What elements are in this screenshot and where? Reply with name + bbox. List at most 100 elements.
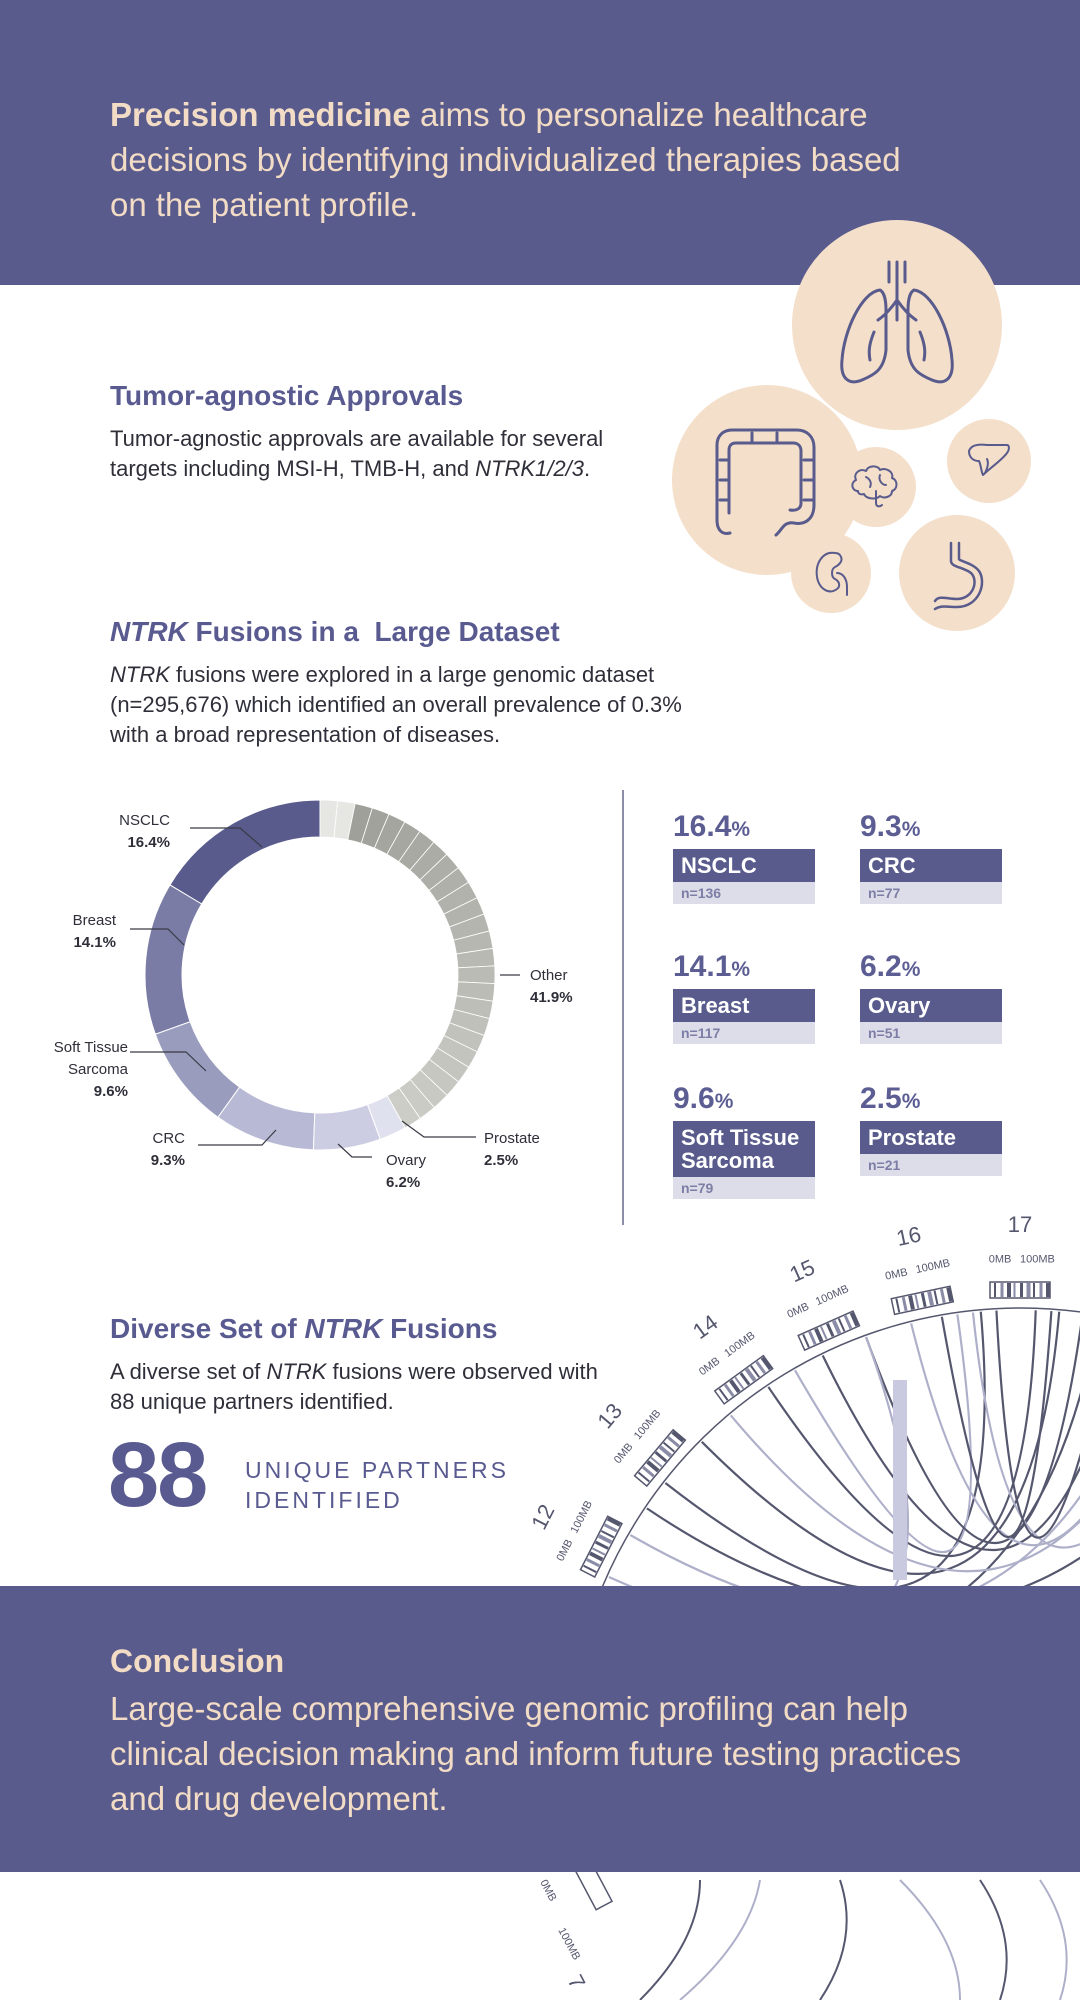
- tick-100mb: 100MB: [632, 1408, 664, 1442]
- chromosome-band-stripe: [650, 1456, 663, 1468]
- chromosome-band-stripe: [658, 1445, 673, 1458]
- chromosome-band-stripe: [744, 1367, 757, 1382]
- chromosome-band-stripe: [594, 1540, 609, 1550]
- donut-svg: NSCLC 16.4% Breast 14.1% Soft Tissue Sar…: [54, 799, 573, 1191]
- tick-100mb: 100MB: [722, 1330, 757, 1360]
- chromosome-band-stripe: [814, 1327, 824, 1343]
- fusion-link-bundle: [893, 1380, 907, 1580]
- stat-n: n=79: [673, 1177, 815, 1199]
- diverse-title-text: Diverse Set of: [110, 1313, 305, 1344]
- chromosome-band-stripe: [1046, 1283, 1050, 1297]
- tick-0mb: 0MB: [785, 1301, 811, 1321]
- donut-slice-prostate: [366, 1094, 406, 1140]
- stat-value: 14.1: [673, 950, 732, 983]
- tick-100mb: 100MB: [814, 1283, 851, 1308]
- chromosome-band-stripe: [908, 1295, 915, 1310]
- leader-prostate: [401, 1120, 476, 1138]
- chromosome-band-stripe: [1013, 1283, 1016, 1297]
- kidney-circle: [791, 533, 871, 613]
- chromosome-band-stripe: [802, 1334, 810, 1348]
- diverse-title: Diverse Set of NTRK Fusions: [110, 1313, 497, 1345]
- brain-icon: [851, 465, 898, 508]
- chromosome-band-stripe: [592, 1547, 606, 1556]
- donut-slice-breast: [144, 884, 203, 1035]
- stat-n: n=136: [673, 882, 815, 904]
- intro-rest: aims to personalize healthcare decisions…: [110, 96, 901, 223]
- chromosome-band-stripe: [646, 1460, 660, 1473]
- fusion-link: [979, 1879, 1008, 2000]
- approvals-body-end: .: [584, 456, 591, 481]
- chromosome-band-stripe: [825, 1323, 835, 1338]
- tick-0mb: 0MB: [989, 1253, 1012, 1265]
- chromosome-band-stripe: [946, 1287, 954, 1302]
- fusion-link: [899, 1879, 961, 2000]
- chromosome-band-stripe: [837, 1318, 846, 1332]
- lungs-circle: [792, 220, 1002, 430]
- fusion-link: [664, 1311, 986, 1590]
- stat-name: Breast: [673, 989, 815, 1022]
- diverse-body-gene: NTRK: [266, 1359, 327, 1384]
- stat-name: CRC: [860, 849, 1002, 882]
- stat-unit: %: [901, 958, 921, 981]
- tick-100mb: 100MB: [555, 1926, 582, 1962]
- stomach-icon: [933, 541, 984, 611]
- diverse-body-end: fusions were observed with 88 unique par…: [110, 1359, 598, 1414]
- chromosome-band-stripe: [637, 1471, 650, 1483]
- chromosome-band-stripe: [901, 1296, 908, 1312]
- leader-crc: [198, 1129, 277, 1146]
- fusion-link: [995, 1310, 1080, 1539]
- tick-100mb: 100MB: [1020, 1253, 1055, 1265]
- chromosome-band-stripe: [933, 1290, 939, 1305]
- tick-0mb: 0MB: [612, 1441, 636, 1466]
- label-sts-name2: Sarcoma: [68, 1061, 129, 1078]
- chromosome-band-stripe: [1000, 1283, 1004, 1297]
- stat-unit: %: [714, 1090, 734, 1113]
- label-nsclc-name: NSCLC: [119, 812, 170, 829]
- stat-card-breast: 14.1% Breast n=117: [673, 950, 815, 1044]
- chromosome-label: 7: [563, 1971, 591, 1994]
- chart-divider: [622, 790, 624, 1225]
- partners-label: UNIQUE PARTNERS IDENTIFIED: [245, 1455, 509, 1515]
- stat-name: Soft Tissue Sarcoma: [673, 1121, 815, 1177]
- diverse-title-gene: NTRK: [304, 1313, 383, 1344]
- diverse-body-text: A diverse set of: [110, 1359, 267, 1384]
- chromosome-band-stripe: [1026, 1283, 1031, 1297]
- stat-n: n=117: [673, 1022, 815, 1044]
- stat-card-crc: 9.3% CRC n=77: [860, 810, 1002, 904]
- fusion-link: [639, 1879, 701, 2000]
- label-breast-name: Breast: [73, 912, 117, 929]
- stat-card-sts: 9.6% Soft Tissue Sarcoma n=79: [673, 1082, 815, 1199]
- dataset-title: NTRK Fusions in a Large Dataset: [110, 616, 560, 648]
- donut-slice-crc: [217, 1086, 316, 1151]
- approvals-body-text: Tumor-agnostic approvals are available f…: [110, 426, 604, 481]
- intro-text: Precision medicine aims to personalize h…: [110, 92, 930, 227]
- stat-pct: 9.6%: [673, 1082, 815, 1119]
- chromosome-band-stripe: [1020, 1283, 1023, 1297]
- stat-unit: %: [731, 958, 751, 981]
- tick-100mb: 100MB: [569, 1499, 596, 1536]
- tick-100mb: 100MB: [915, 1257, 952, 1276]
- stat-pct: 2.5%: [860, 1082, 1002, 1119]
- stat-value: 9.6: [673, 1082, 715, 1115]
- leader-breast: [130, 928, 185, 946]
- chromosome-band-stripe: [755, 1360, 767, 1374]
- stat-card-ovary: 6.2% Ovary n=51: [860, 950, 1002, 1044]
- chromosome-band-stripe: [1033, 1283, 1035, 1297]
- chromosome-band-stripe: [606, 1516, 622, 1527]
- chromosome-band-stripe: [808, 1330, 817, 1345]
- chromosome-label: 13: [592, 1398, 627, 1433]
- fusion-link: [767, 1310, 1037, 1558]
- leader-sts: [130, 1051, 207, 1072]
- fusion-link: [1039, 1879, 1068, 2000]
- stat-value: 16.4: [673, 810, 732, 843]
- stat-pct: 9.3%: [860, 810, 1002, 847]
- chromosome-band-stripe: [654, 1451, 668, 1463]
- chromosome-band-stripe: [1007, 1283, 1011, 1297]
- dataset-title-text: Fusions in a Large Dataset: [187, 616, 560, 647]
- fusion-link: [821, 1355, 1080, 1552]
- label-sts-pct: 9.6%: [94, 1083, 128, 1100]
- stat-name: NSCLC: [673, 849, 815, 882]
- stat-value: 9.3: [860, 810, 902, 843]
- leader-ovary: [337, 1143, 372, 1158]
- chromosome-label: 16: [894, 1221, 923, 1251]
